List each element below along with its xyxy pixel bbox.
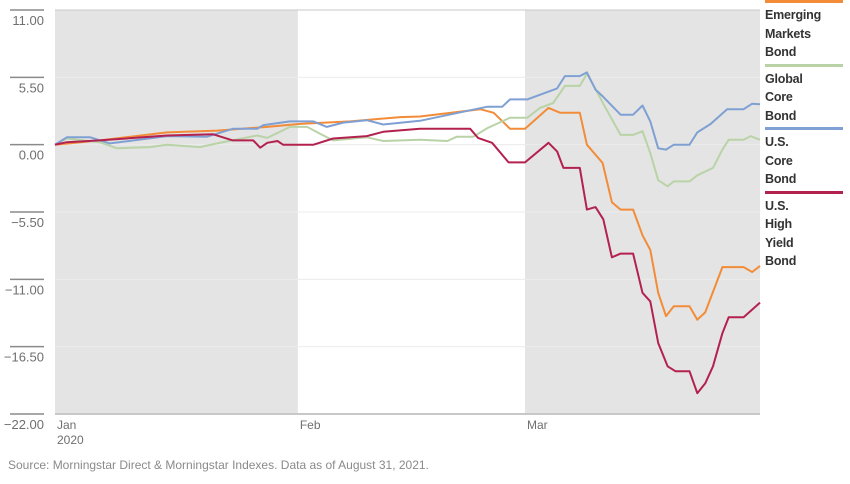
legend-label: Core [765,153,793,168]
ytick-label: 5.50 [19,80,44,95]
legend-label: Bond [765,172,797,186]
legend-label: Bond [765,254,797,268]
series-line-u-s-high-yield-bond [54,127,761,395]
ytick-label: −5.50 [11,215,44,230]
series-line-global-core-bond [54,72,761,188]
legend-label: Global [765,71,803,86]
xtick-label: Feb [300,418,321,432]
legend-label: U.S. [765,135,789,149]
ytick-label: −22.00 [4,417,44,432]
legend-label: Markets [765,26,811,41]
source-note: Source: Morningstar Direct & Morningstar… [8,458,429,472]
series-line-u-s-core-bond [54,71,761,151]
legend-item: Emerging Markets Bond [765,0,843,62]
xtick-label: Mar [527,418,548,432]
legend-item: Global Core Bond [765,63,843,126]
chart-legend: Emerging Markets Bond Global Core Bond U.S. Cor… [765,0,843,273]
ytick-label: 0.00 [19,148,44,163]
legend-label: Emerging [765,8,822,22]
legend-item: U.S. High Yield Bond [765,190,843,271]
legend-label: Yield [765,235,794,250]
legend-item: U.S. Core Bond [765,127,843,189]
ytick-label: −11.00 [5,282,44,297]
legend-label: Core [765,90,793,104]
legend-label: Bond [765,108,797,123]
ytick-label: −16.50 [4,350,44,365]
legend-label: High [765,217,792,231]
legend-label: Bond [765,45,797,59]
xtick-label: Jan [57,418,76,432]
xtick-sublabel: 2020 [57,433,84,447]
legend-label: U.S. [765,198,789,213]
ytick-label: 11.00 [12,13,44,28]
